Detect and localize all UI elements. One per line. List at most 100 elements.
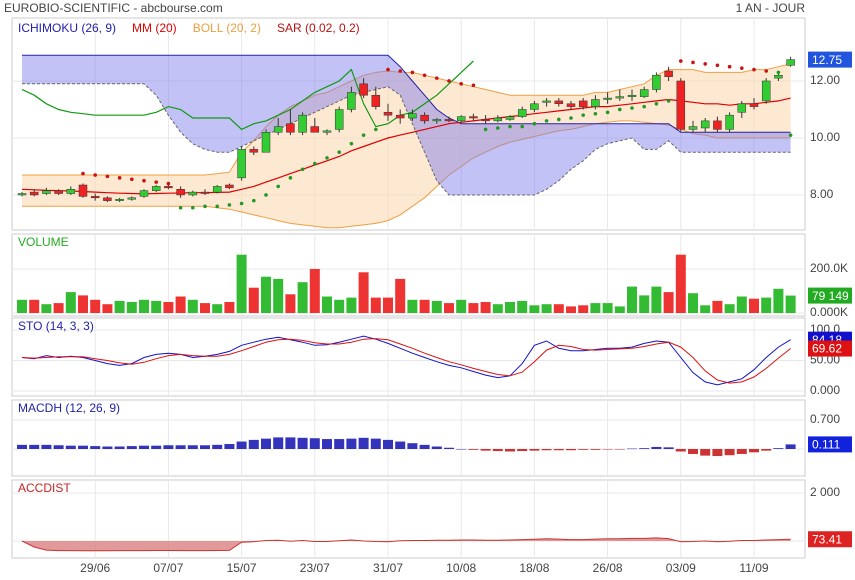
panel-frame	[11, 399, 806, 477]
macd-bar	[736, 448, 747, 454]
candle-body	[261, 132, 271, 153]
volume-bar	[529, 305, 540, 314]
sar-dot	[166, 181, 171, 186]
volume-bar	[590, 303, 601, 314]
macd-bar	[200, 445, 210, 449]
candle-body	[725, 114, 734, 130]
sar-dot	[483, 127, 488, 132]
sar-dot	[93, 173, 97, 177]
y-tick-label: 0.000K	[810, 305, 848, 319]
sar-dot	[349, 141, 354, 146]
accdist-line	[21, 537, 791, 552]
volume-bar	[358, 272, 369, 314]
volume-bar	[346, 297, 357, 314]
volume-bar	[41, 304, 52, 314]
volume-bar	[285, 294, 296, 314]
macd-bar	[688, 448, 698, 454]
macd-bar	[297, 437, 308, 449]
candle-body	[615, 96, 625, 99]
sar-dot	[679, 59, 683, 63]
candle-body	[481, 119, 490, 122]
macd-bar	[566, 448, 576, 451]
sar-dot	[422, 73, 427, 78]
macd-bar	[541, 448, 552, 451]
candle-body	[90, 196, 100, 199]
volume-bar	[724, 304, 735, 314]
macd-bar	[175, 445, 186, 449]
candle-body	[749, 103, 759, 107]
candle-body	[176, 189, 185, 196]
volume-bar	[517, 300, 528, 314]
sar-dot	[81, 171, 85, 176]
macd-bar	[602, 448, 613, 450]
sar-dot	[508, 124, 512, 129]
candle-body	[444, 119, 454, 122]
candle-body	[17, 193, 27, 196]
macd-bar	[651, 446, 662, 449]
volume-bar	[297, 282, 308, 314]
sar-dot	[361, 133, 366, 137]
candle-body	[603, 97, 612, 100]
legend-entry: MM (20)	[132, 21, 177, 35]
candle-body	[371, 94, 381, 107]
x-tick-label: 10/08	[446, 561, 476, 575]
sar-dot	[752, 67, 756, 72]
candle-body	[774, 75, 783, 79]
volume-bar	[712, 300, 723, 314]
candle-body	[469, 116, 478, 119]
sar-dot	[117, 176, 122, 180]
x-tick-label: 07/07	[153, 561, 183, 575]
volume-bar	[102, 304, 113, 314]
macd-bar	[785, 444, 796, 449]
span-b	[22, 54, 791, 133]
macd-bar	[724, 448, 735, 456]
macd-bar	[285, 437, 296, 449]
candle-body	[432, 119, 442, 122]
candle-body	[761, 80, 771, 102]
sar-dot	[203, 204, 207, 209]
volume-bar	[395, 278, 406, 314]
sar-dot	[325, 156, 329, 160]
sar-dot	[630, 106, 634, 110]
macd-bar	[712, 448, 723, 457]
sar-dot	[593, 111, 598, 116]
macd-bar	[370, 438, 381, 449]
sar-dot	[740, 66, 744, 70]
volume-bar	[651, 286, 662, 314]
macd-bar	[407, 443, 418, 449]
macd-bar	[224, 444, 235, 449]
candle-body	[566, 103, 576, 107]
volume-bar	[468, 303, 479, 314]
x-tick-label: 23/07	[300, 561, 330, 575]
volume-bar	[456, 299, 467, 314]
sar-dot	[252, 198, 256, 203]
candle-body	[359, 83, 368, 96]
candle-body	[664, 70, 673, 77]
sar-dot	[374, 127, 378, 132]
y-tick-label: 2 000	[810, 485, 840, 499]
macd-bar	[419, 444, 430, 449]
value-tag	[808, 51, 852, 68]
macd-bar	[273, 437, 284, 449]
macd-bar	[675, 448, 686, 452]
sar-dot	[386, 67, 390, 72]
sar-dot	[569, 116, 573, 120]
sar-dot	[105, 174, 110, 179]
candle-body	[347, 92, 356, 110]
sar-dot	[142, 178, 146, 183]
x-tick-label: 18/08	[519, 561, 549, 575]
sar-dot	[727, 64, 732, 69]
value-tag	[808, 531, 852, 548]
panel-title: VOLUME	[18, 235, 69, 249]
y-tick-label: 200.0K	[810, 261, 848, 275]
value-tag-label: 69.62	[812, 342, 842, 356]
candle-body	[639, 89, 649, 97]
volume-bar	[675, 254, 686, 314]
macd-bar	[139, 445, 149, 449]
legend-entry: BOLL (20, 2)	[193, 21, 261, 35]
volume-bar	[773, 288, 784, 314]
candle-body	[713, 120, 722, 130]
volume-bar	[736, 296, 747, 314]
volume-bar	[139, 299, 149, 314]
value-tag	[808, 436, 852, 453]
